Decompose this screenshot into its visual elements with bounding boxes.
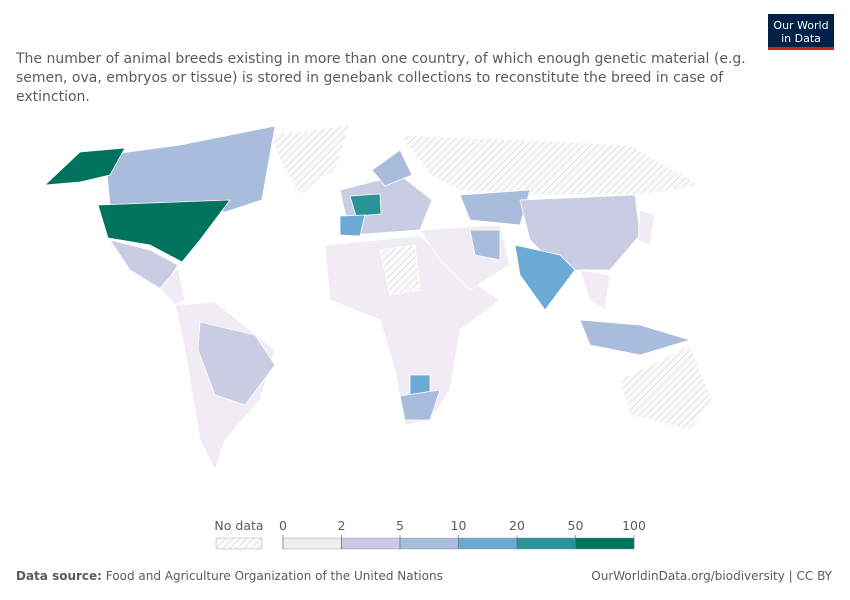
legend-tick-label: 50 [568, 518, 584, 533]
russia [399, 134, 702, 196]
legend: No data 0 2 5 10 20 50 100 [214, 518, 646, 550]
legend-bin [516, 537, 576, 550]
legend-tick-label: 2 [338, 518, 346, 533]
title: The number of animal breeds existing in … [16, 51, 746, 105]
no-data-swatch [215, 537, 263, 550]
source: Data source: Food and Agriculture Organi… [16, 569, 443, 583]
france [349, 193, 382, 217]
indonesia [579, 319, 692, 356]
china [519, 194, 641, 271]
greenland [269, 124, 351, 196]
legend-tick-label: 10 [451, 518, 467, 533]
southeast-asia [579, 269, 611, 311]
scandinavia [371, 149, 413, 187]
countries [43, 124, 713, 472]
legend-tick-label: 0 [279, 518, 287, 533]
central-america [159, 267, 186, 306]
brazil [197, 321, 276, 406]
no-data-label: No data [214, 518, 263, 533]
canada [104, 125, 276, 213]
url[interactable]: OurWorldinData.org/biodiversity | CC BY [591, 569, 832, 583]
source-label: Data source: [16, 569, 102, 583]
south-africa [399, 389, 441, 421]
australia [619, 344, 713, 431]
japan [637, 209, 656, 246]
logo-line: in Data [781, 32, 821, 45]
legend-bin [341, 537, 401, 550]
logo[interactable]: Our World in Data [768, 14, 834, 50]
legend-tick-label: 5 [396, 518, 404, 533]
alaska [43, 147, 126, 186]
legend-bin [399, 537, 459, 550]
sahara [379, 244, 421, 296]
legend-tick-label: 100 [622, 518, 646, 533]
source-text: Food and Agriculture Organization of the… [105, 569, 443, 583]
legend-bin [575, 537, 635, 550]
legend-tick-label: 20 [509, 518, 525, 533]
logo-line: Our World [773, 19, 829, 32]
legend-bin [282, 537, 342, 550]
iran [469, 229, 501, 261]
legend-bin [458, 537, 518, 550]
usa [97, 199, 231, 263]
spain [339, 214, 366, 237]
india [514, 244, 576, 311]
kazakhstan [459, 189, 531, 226]
